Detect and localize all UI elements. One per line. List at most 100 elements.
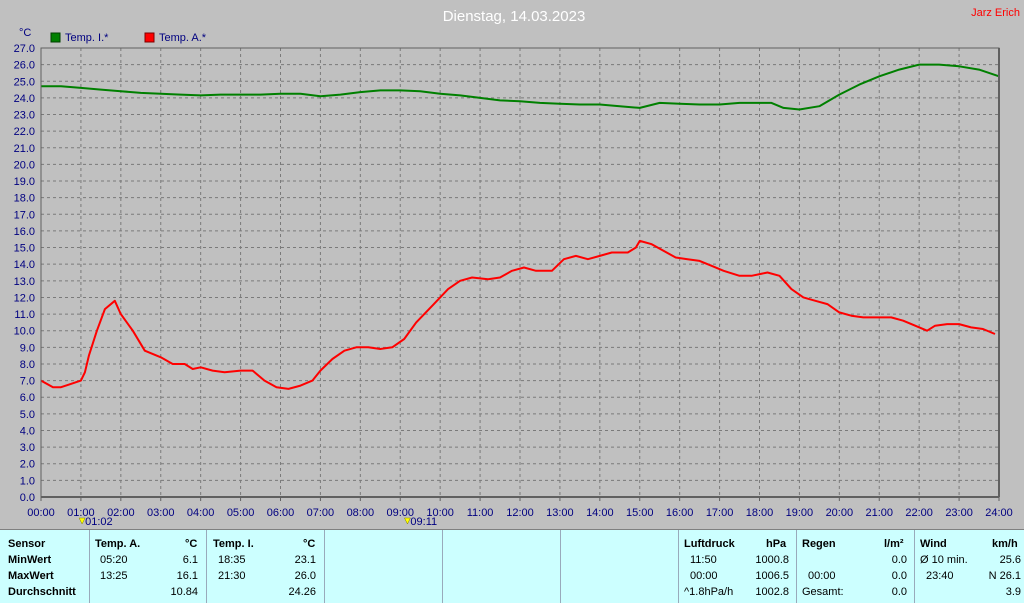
y-tick-label: 19.0 <box>14 176 35 188</box>
col-divider <box>560 530 561 603</box>
x-tick-label: 15:00 <box>626 507 654 519</box>
y-tick-label: 20.0 <box>14 159 35 171</box>
y-tick-label: 8.0 <box>20 359 35 371</box>
y-tick-label: 14.0 <box>14 259 35 271</box>
wind-r2-time: 23:40 <box>926 570 954 582</box>
x-tick-label: 23:00 <box>945 507 973 519</box>
y-tick-label: 12.0 <box>14 292 35 304</box>
temp-i-avg-value: 24.26 <box>288 586 316 598</box>
x-tick-label: 04:00 <box>187 507 215 519</box>
series-line-inside <box>41 63 1000 111</box>
y-tick-label: 22.0 <box>14 126 35 138</box>
marker-triangle <box>404 517 411 525</box>
x-tick-label: 00:00 <box>27 507 55 519</box>
wind-r1-label: Ø 10 min. <box>920 554 968 566</box>
pressure-r3-value: 1002.8 <box>755 586 789 598</box>
wind-r2-value: N 26.1 <box>988 570 1021 582</box>
pressure-trend: ^1.8hPa/h <box>684 586 734 598</box>
grid <box>41 47 999 497</box>
row-label-max: MaxWert <box>8 570 54 582</box>
x-tick-label: 08:00 <box>347 507 375 519</box>
x-tick-label: 05:00 <box>227 507 255 519</box>
y-tick-label: 15.0 <box>14 243 35 255</box>
x-tick-label: 18:00 <box>746 507 774 519</box>
x-tick-label: 02:00 <box>107 507 135 519</box>
legend-label-inside: Temp. I.* <box>65 32 109 44</box>
col-divider <box>324 530 325 603</box>
pressure-r2-value: 1006.5 <box>755 570 789 582</box>
author-label: Jarz Erich <box>971 7 1020 19</box>
y-tick-label: 6.0 <box>20 392 35 404</box>
rain-total-value: 0.0 <box>891 586 907 598</box>
marker-label: 01:02 <box>85 516 113 528</box>
y-tick-label: 17.0 <box>14 209 35 221</box>
y-tick-label: 27.0 <box>14 43 35 55</box>
temp-i-unit: °C <box>303 538 316 550</box>
y-tick-label: 18.0 <box>14 193 35 205</box>
col-divider <box>89 530 90 603</box>
rain-unit: l/m² <box>884 538 904 550</box>
x-tick-label: 10:00 <box>426 507 454 519</box>
y-tick-label: 16.0 <box>14 226 35 238</box>
temp-a-header: Temp. A. <box>95 538 141 550</box>
pressure-unit: hPa <box>766 538 787 550</box>
marker-triangle <box>78 517 86 525</box>
y-tick-label: 7.0 <box>20 376 35 388</box>
x-tick-label: 09:00 <box>386 507 414 519</box>
temp-a-max-time: 13:25 <box>100 570 128 582</box>
temp-i-max-value: 26.0 <box>294 570 316 582</box>
x-tick-label: 03:00 <box>147 507 175 519</box>
sensor-header: Sensor <box>8 538 46 550</box>
x-tick-label: 20:00 <box>826 507 854 519</box>
y-tick-label: 3.0 <box>20 442 35 454</box>
y-axis-ticks: 0.0 1.0 2.0 3.0 4.0 5.0 6.0 7.0 8.0 9.0 10.0 11.0 12… <box>14 43 35 504</box>
temp-i-min-time: 18:35 <box>218 554 246 566</box>
legend-label-outside: Temp. A.* <box>159 32 207 44</box>
series-line-outside <box>40 239 996 390</box>
x-tick-label: 17:00 <box>706 507 734 519</box>
y-tick-label: 1.0 <box>20 475 35 487</box>
wind-r1-value: 25.6 <box>999 554 1021 566</box>
y-tick-label: 21.0 <box>14 143 35 155</box>
y-tick-label: 0.0 <box>20 492 35 504</box>
rain-r2-value: 0.0 <box>891 570 907 582</box>
x-tick-label: 19:00 <box>786 507 814 519</box>
temperature-chart: 0.0 1.0 2.0 3.0 4.0 5.0 6.0 7.0 8.0 9.0 10.0 11.0 12… <box>14 7 1020 528</box>
wind-unit: km/h <box>992 538 1018 550</box>
x-tick-label: 13:00 <box>546 507 574 519</box>
y-tick-label: 5.0 <box>20 409 35 421</box>
pressure-r2-time: 00:00 <box>690 570 718 582</box>
temp-a-min-time: 05:20 <box>100 554 128 566</box>
wind-header: Wind <box>920 538 947 550</box>
y-tick-label: 24.0 <box>14 93 35 105</box>
temp-a-unit: °C <box>185 538 198 550</box>
temp-i-header: Temp. I. <box>213 538 254 550</box>
y-tick-label: 13.0 <box>14 276 35 288</box>
time-markers: 01:02 09:11 <box>78 516 437 528</box>
row-label-avg: Durchschnitt <box>8 586 76 598</box>
row-label-min: MinWert <box>8 554 52 566</box>
y-tick-label: 23.0 <box>14 110 35 122</box>
rain-header: Regen <box>802 538 836 550</box>
y-tick-label: 4.0 <box>20 425 35 437</box>
y-tick-label: 26.0 <box>14 60 35 72</box>
chart-title: Dienstag, 14.03.2023 <box>443 8 586 25</box>
y-tick-label: 2.0 <box>20 459 35 471</box>
temp-a-min-value: 6.1 <box>182 554 198 566</box>
y-tick-label: 25.0 <box>14 76 35 88</box>
statistics-panel: Sensor MinWert MaxWert Durchschnitt Temp… <box>0 529 1024 603</box>
marker-label: 09:11 <box>410 516 437 528</box>
temp-i-min-value: 23.1 <box>294 554 316 566</box>
col-divider <box>206 530 207 603</box>
col-divider <box>678 530 679 603</box>
x-axis-ticks: 00:00 01:00 02:00 03:00 04:00 05:00 06:00 07:00… <box>27 497 1013 519</box>
y-tick-label: 11.0 <box>14 309 35 321</box>
wind-r3-value: 3.9 <box>1005 586 1021 598</box>
col-divider <box>796 530 797 603</box>
temp-a-max-value: 16.1 <box>176 570 198 582</box>
x-tick-label: 07:00 <box>307 507 335 519</box>
x-tick-label: 14:00 <box>586 507 614 519</box>
rain-r2-time: 00:00 <box>808 570 836 582</box>
rain-total-label: Gesamt: <box>802 586 844 598</box>
pressure-header: Luftdruck <box>684 538 735 550</box>
